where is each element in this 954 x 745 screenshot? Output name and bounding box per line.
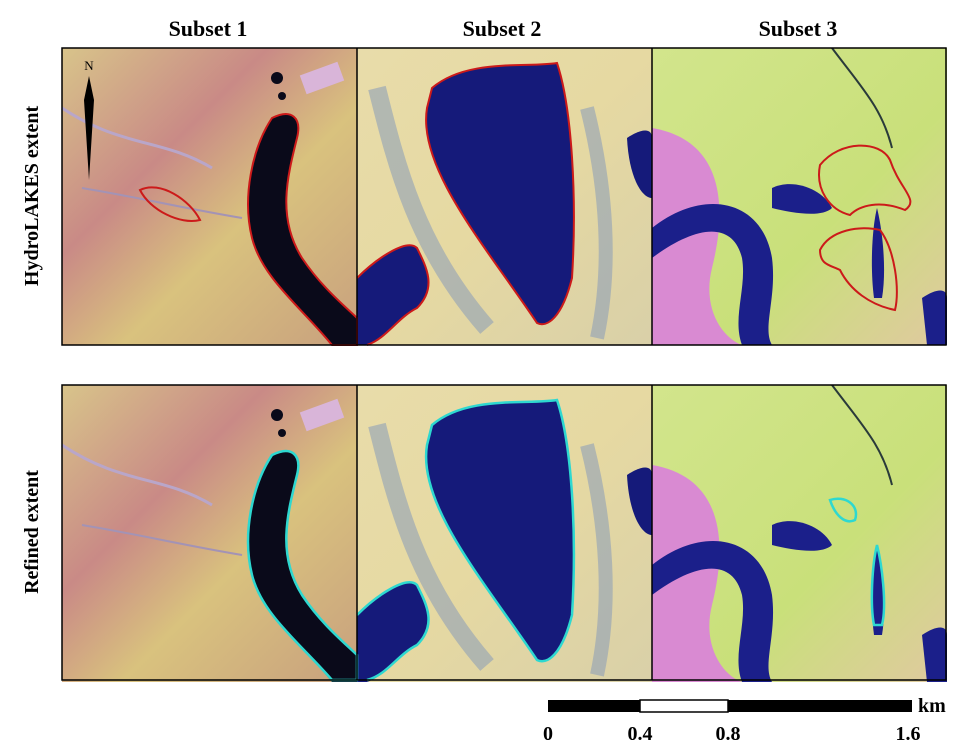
panel-row-2: [62, 385, 947, 682]
row-label: Refined extent: [21, 470, 43, 594]
scale-label: 1.6: [896, 723, 921, 745]
scale-bar: 0 0.4 0.8 1.6 km: [543, 695, 946, 745]
scale-unit: km: [918, 695, 946, 717]
row-label: HydroLAKES extent: [21, 106, 43, 287]
column-header: Subset 1: [169, 16, 248, 41]
column-header: Subset 3: [759, 16, 838, 41]
column-header: Subset 2: [463, 16, 542, 41]
scale-label: 0.8: [716, 723, 741, 745]
north-label: N: [84, 58, 94, 73]
scale-label: 0.4: [628, 723, 653, 745]
panel-row-1: N: [62, 48, 947, 345]
scale-label: 0: [543, 723, 553, 745]
figure: Subset 1 Subset 2 Subset 3 HydroLAKES ex…: [0, 0, 954, 745]
